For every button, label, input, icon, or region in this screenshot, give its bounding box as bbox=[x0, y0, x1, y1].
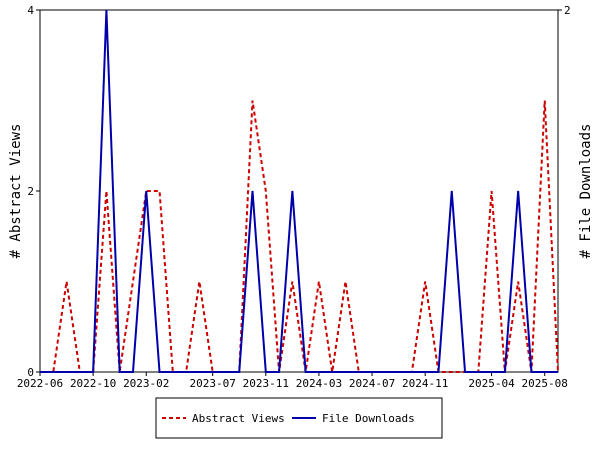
x-tick-label: 2025-04 bbox=[468, 377, 515, 390]
x-tick-label: 2023-02 bbox=[123, 377, 169, 390]
y2-tick-label: 2 bbox=[564, 4, 571, 17]
y-axis-label: # Abstract Views bbox=[8, 124, 24, 259]
y-tick-label: 0 bbox=[27, 366, 34, 379]
x-tick-label: 2024-11 bbox=[402, 377, 448, 390]
legend-label: Abstract Views bbox=[192, 412, 285, 425]
legend-box bbox=[155, 397, 443, 439]
series-line bbox=[40, 9, 558, 373]
x-tick-label: 2024-03 bbox=[296, 377, 342, 390]
y-tick-label: 2 bbox=[27, 185, 34, 198]
y2-axis-label: # File Downloads bbox=[578, 124, 594, 259]
x-tick-label: 2024-07 bbox=[349, 377, 395, 390]
x-tick-label: 2023-07 bbox=[189, 377, 235, 390]
x-tick-label: 2022-10 bbox=[70, 377, 116, 390]
x-tick-label: 2023-11 bbox=[243, 377, 289, 390]
x-tick-label: 2022-06 bbox=[17, 377, 63, 390]
legend-label: File Downloads bbox=[322, 412, 415, 425]
y-tick-label: 4 bbox=[27, 4, 34, 17]
x-tick-label: 2025-08 bbox=[522, 377, 568, 390]
